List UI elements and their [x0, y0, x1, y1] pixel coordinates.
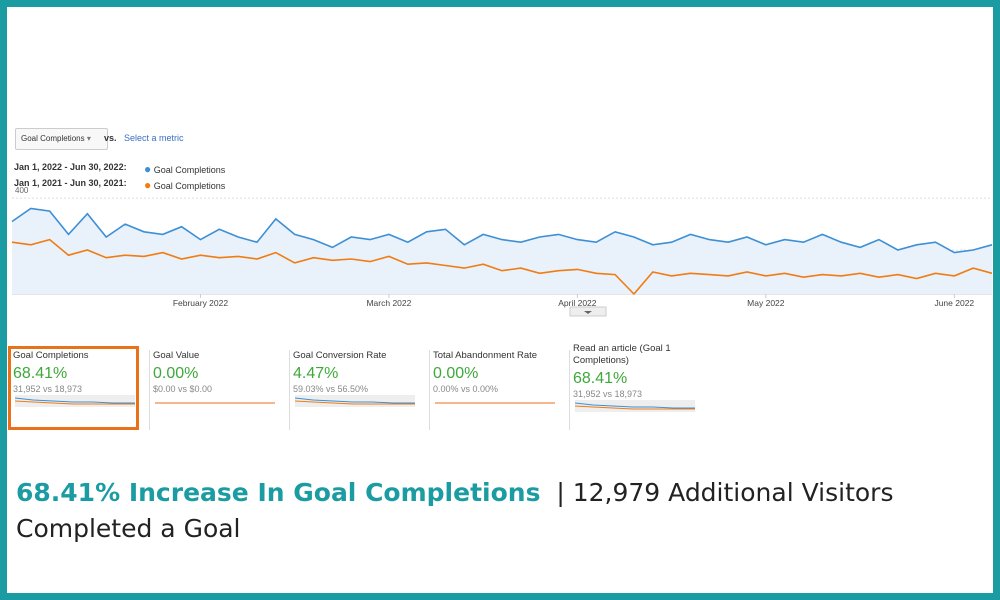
- scorecard-value: 68.41%: [13, 365, 68, 382]
- sparkline: [435, 402, 555, 404]
- x-tick-label: May 2022: [747, 298, 785, 308]
- headline-highlight: 68.41% Increase In Goal Completions: [16, 478, 541, 507]
- y-tick-label: 400: [15, 186, 29, 195]
- scorecard-title: Goal Conversion Rate: [293, 350, 387, 361]
- scorecard-title: Total Abandonment Rate: [433, 350, 538, 361]
- sparkline: [155, 402, 275, 404]
- scorecard: Total Abandonment Rate 0.00% 0.00% vs 0.00…: [433, 350, 570, 430]
- scorecard-comparison: $0.00 vs $0.00: [153, 384, 213, 394]
- legend-entry: ● Goal Completions: [144, 178, 226, 192]
- sparkline-bg: [575, 400, 695, 412]
- scorecard-value: 0.00%: [433, 365, 479, 382]
- legend-range: Jan 1, 2021 - Jun 30, 2021:: [14, 178, 127, 188]
- sparkline-blue: [14, 397, 135, 404]
- legend-label: Goal Completions: [153, 165, 226, 175]
- scorecard-comparison: 31,952 vs 18,973: [13, 384, 83, 394]
- x-tick-label: April 2022: [558, 298, 597, 308]
- scorecard: Goal Value 0.00% $0.00 vs $0.00: [153, 350, 290, 430]
- headline-rest: | 12,979 Additional Visitors Completed a…: [16, 478, 894, 543]
- scorecard: Goal Completions 68.41% 31,952 vs 18,973: [13, 350, 150, 430]
- area: [12, 208, 992, 294]
- metric-selected: Goal Completions: [21, 134, 85, 143]
- scorecard-comparison: 31,952 vs 18,973: [573, 389, 643, 399]
- sparkline-orange: [574, 405, 695, 410]
- series-line: [11, 238, 993, 296]
- scorecard-comparison: 0.00% vs 0.00%: [433, 384, 499, 394]
- x-tick-label: March 2022: [366, 298, 411, 308]
- scorecard-comparison: 59.03% vs 56.50%: [293, 384, 369, 394]
- scorecard-value: 4.47%: [293, 365, 339, 382]
- caret: ▾: [86, 134, 91, 143]
- sparkline: [294, 395, 415, 407]
- sparkline-blue: [574, 402, 695, 409]
- legend-label: Goal Completions: [153, 181, 226, 191]
- x-tick-label: June 2022: [934, 298, 974, 308]
- legend-range: Jan 1, 2022 - Jun 30, 2022:: [14, 162, 127, 172]
- vs-label: vs.: [104, 133, 117, 143]
- toggle-arrow: [584, 311, 592, 314]
- series-line: [11, 207, 993, 254]
- scorecard-value: 68.41%: [573, 370, 628, 387]
- scorecard-value: 0.00%: [153, 365, 199, 382]
- metric-dropdown[interactable]: Goal Completions ▾: [15, 128, 108, 150]
- sparkline: [14, 395, 135, 407]
- sparkline-orange: [14, 400, 135, 405]
- scorecard-title: Read an article (Goal 1 Completions): [573, 343, 671, 366]
- sparkline-blue: [294, 397, 415, 404]
- sparkline-bg: [295, 395, 415, 407]
- legend-entry: ● Goal Completions: [144, 162, 226, 176]
- scorecard: Goal Conversion Rate 4.47% 59.03% vs 56.50…: [293, 350, 430, 430]
- select-metric-link[interactable]: Select a metric: [124, 133, 184, 143]
- headline: 68.41% Increase In Goal Completions | 12…: [16, 475, 916, 547]
- scorecard: Read an article (Goal 1 Completions) 68.4…: [573, 343, 709, 423]
- sparkline-orange: [294, 400, 415, 405]
- selected-card-highlight: [8, 346, 139, 430]
- scorecard-title: Goal Value: [153, 350, 200, 361]
- scorecard-title: Goal Completions: [13, 350, 89, 361]
- x-tick-label: February 2022: [173, 298, 229, 308]
- sparkline: [574, 400, 695, 412]
